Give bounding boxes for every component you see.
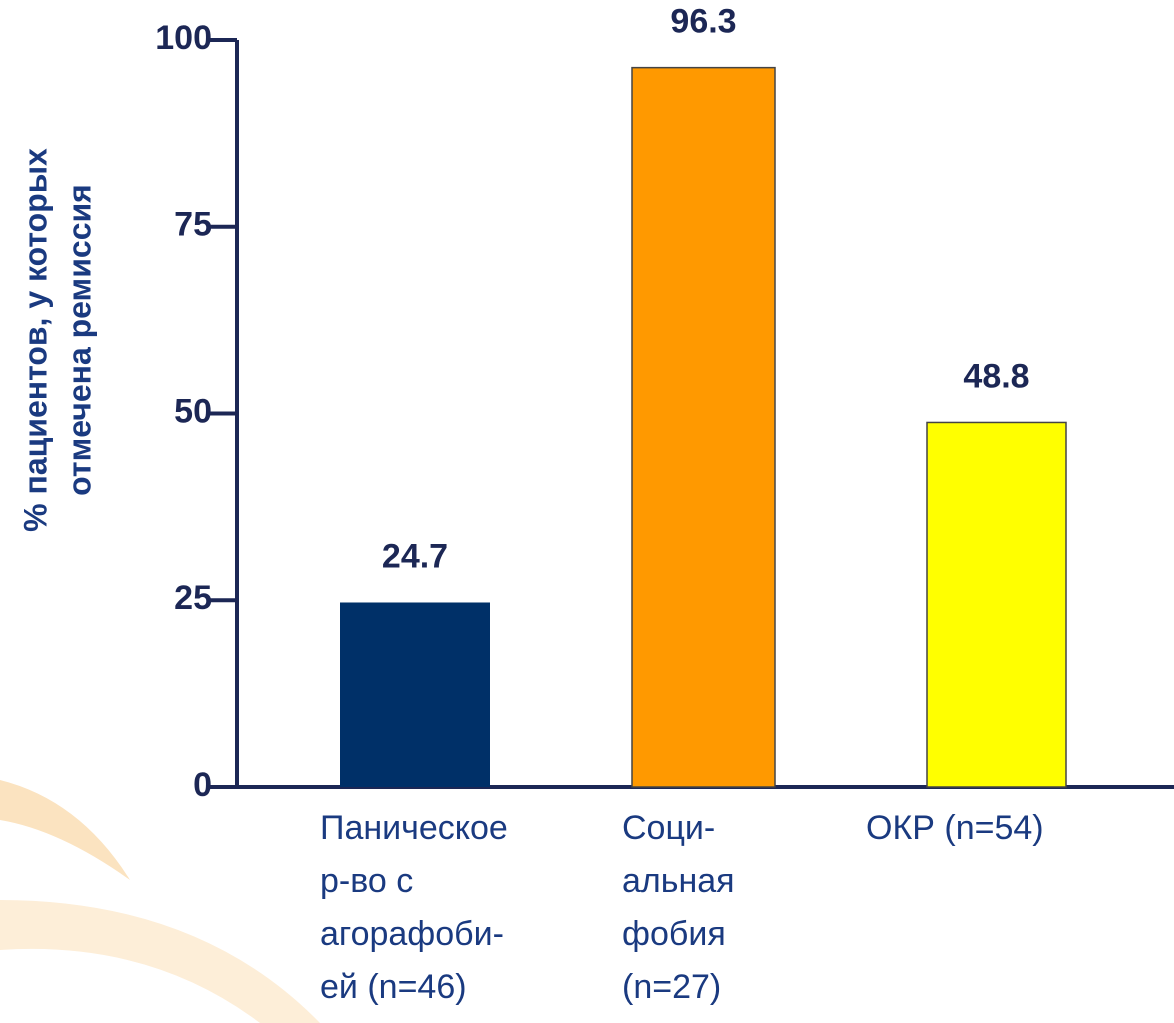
x-tick-label: р-во с bbox=[320, 862, 413, 900]
y-tick-label: 25 bbox=[174, 579, 212, 617]
value-label: 96.3 bbox=[670, 3, 736, 41]
x-tick-label: агорафоби- bbox=[320, 915, 504, 953]
y-axis-label: отмечена ремиссия bbox=[61, 184, 97, 496]
y-tick-label: 0 bbox=[193, 766, 212, 804]
y-tick-label: 75 bbox=[174, 206, 212, 244]
x-tick-label: Соци- bbox=[622, 809, 715, 847]
x-tick-label: ей (n=46) bbox=[320, 968, 467, 1006]
bar bbox=[926, 421, 1067, 788]
x-tick-label: фобия bbox=[622, 915, 726, 953]
y-tick-label: 100 bbox=[155, 19, 212, 57]
x-tick-label: (n=27) bbox=[622, 968, 721, 1006]
y-tick-label: 50 bbox=[174, 392, 212, 430]
y-axis-label: % пациентов, у которых bbox=[17, 148, 53, 532]
decoration bbox=[0, 780, 130, 880]
decoration bbox=[0, 900, 320, 1023]
value-label: 48.8 bbox=[963, 357, 1029, 395]
value-label: 24.7 bbox=[382, 537, 448, 575]
x-tick-label: ОКР (n=54) bbox=[866, 809, 1044, 847]
bar bbox=[340, 602, 490, 787]
bar bbox=[631, 66, 776, 788]
x-tick-label: альная bbox=[622, 862, 735, 900]
x-tick-label: Паническое bbox=[320, 809, 508, 847]
